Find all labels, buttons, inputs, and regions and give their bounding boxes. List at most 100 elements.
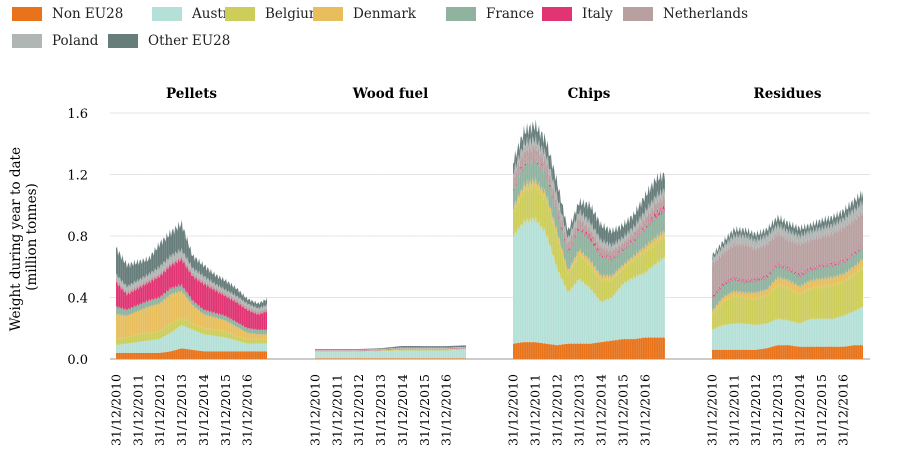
legend-item-other-eu28: Other EU28 <box>108 33 230 49</box>
area-austria <box>116 324 267 354</box>
x-date-label: 31/12/2012 <box>550 374 565 446</box>
area-denmark <box>116 289 267 340</box>
legend-swatch <box>12 34 42 48</box>
legend-item-france: France <box>446 6 534 22</box>
x-date-label: 31/12/2010 <box>505 374 520 446</box>
area-non-eu28 <box>315 358 466 359</box>
legend-item-non-eu28: Non EU28 <box>12 6 123 22</box>
area-belgium <box>712 265 863 331</box>
y-axis-title: Weight during year to date (million tonn… <box>8 143 40 332</box>
y-tick-label: 1.6 <box>67 107 88 122</box>
bar-texture <box>314 113 465 359</box>
x-date-label: 31/12/2011 <box>329 374 344 446</box>
panel-title: Pellets <box>166 86 217 102</box>
area-austria <box>513 216 665 346</box>
legend-swatch <box>152 7 182 21</box>
area-other-eu28 <box>712 190 863 262</box>
legend-label: France <box>486 6 535 22</box>
x-date-label: 31/12/2012 <box>351 374 366 446</box>
panel-title: Wood fuel <box>352 86 429 102</box>
legend-swatch <box>446 7 476 21</box>
x-date-label: 31/12/2010 <box>108 374 123 446</box>
legend-label: Other EU28 <box>148 33 231 49</box>
area-france <box>513 154 665 279</box>
area-france <box>116 283 267 336</box>
legend-swatch <box>225 7 255 21</box>
area-poland <box>712 200 863 267</box>
y-axis: Weight during year to date (million tonn… <box>8 107 88 368</box>
y-tick-label: 0.4 <box>67 292 88 307</box>
legend-item-poland: Poland <box>12 33 98 49</box>
area-netherlands <box>712 209 863 300</box>
area-austria <box>315 349 466 359</box>
x-date-label: 31/12/2010 <box>704 374 719 446</box>
x-date-label: 31/12/2014 <box>792 374 807 446</box>
legend-label: Belgium <box>265 6 322 22</box>
x-date-label: 31/12/2015 <box>616 374 631 446</box>
area-denmark <box>712 258 863 316</box>
area-non-eu28 <box>513 336 665 359</box>
x-date-label: 31/12/2015 <box>218 374 233 446</box>
y-tick-label: 0.8 <box>67 230 88 245</box>
x-date-label: 31/12/2014 <box>395 374 410 446</box>
x-date-label: 31/12/2010 <box>307 374 322 446</box>
area-austria <box>712 306 863 351</box>
legend-label: Denmark <box>353 6 416 22</box>
legend-swatch <box>623 7 653 21</box>
area-netherlands <box>116 253 267 316</box>
x-date-label: 31/12/2011 <box>130 374 145 446</box>
x-date-label: 31/12/2013 <box>770 374 785 446</box>
legend-swatch <box>108 34 138 48</box>
area-non-eu28 <box>116 347 267 359</box>
x-date-label: 31/12/2011 <box>528 374 543 446</box>
legend-item-denmark: Denmark <box>313 6 416 22</box>
area-france <box>712 245 863 313</box>
area-france <box>315 348 466 352</box>
panel-wood-fuel: Wood fuel 31/12/2010 31/12/2011 31/12/2012 3… <box>307 86 466 446</box>
legend-label: Poland <box>52 33 99 49</box>
legend-item-netherlands: Netherlands <box>623 6 748 22</box>
area-non-eu28 <box>712 344 863 359</box>
x-date-label: 31/12/2013 <box>373 374 388 446</box>
x-date-label: 31/12/2016 <box>638 374 653 446</box>
area-belgium <box>513 181 665 303</box>
bar-texture <box>512 113 665 359</box>
y-tick-label: 1.2 <box>67 169 88 184</box>
bar-texture <box>115 113 266 359</box>
legend-swatch <box>12 7 42 21</box>
legend-label: Netherlands <box>663 6 748 22</box>
panel-chips: Chips 31/12/2010 31/12/2011 31/12/2012 31/12… <box>505 86 665 446</box>
x-date-label: 31/12/2015 <box>417 374 432 446</box>
x-date-label: 31/12/2016 <box>836 374 851 446</box>
area-italy <box>315 348 466 351</box>
area-poland <box>116 247 267 313</box>
legend-item-belgium: Belgium <box>225 6 322 22</box>
area-denmark <box>513 176 665 282</box>
y-axis-title-line1: Weight during year to date <box>8 147 24 331</box>
x-date-label: 31/12/2013 <box>174 374 189 446</box>
legend-swatch <box>313 7 343 21</box>
legend-swatch <box>542 7 572 21</box>
panel-title: Chips <box>568 86 611 102</box>
panel-residues: Residues 31/12/2010 31/12/2011 31/12/2012 31… <box>704 86 863 446</box>
x-date-label: 31/12/2012 <box>748 374 763 446</box>
x-date-label: 31/12/2014 <box>196 374 211 446</box>
legend-item-italy: Italy <box>542 6 613 22</box>
bar-texture <box>711 113 862 359</box>
chart-panels: Pellets 31/12/2010 31/12/2011 31/12/2012 31/… <box>108 86 863 446</box>
area-italy <box>116 256 267 331</box>
x-date-label: 31/12/2016 <box>240 374 255 446</box>
x-date-label: 31/12/2016 <box>439 374 454 446</box>
area-belgium <box>116 316 267 346</box>
area-denmark <box>315 348 466 352</box>
legend-label: Non EU28 <box>52 6 124 22</box>
x-date-label: 31/12/2014 <box>594 374 609 446</box>
panel-title: Residues <box>754 86 822 102</box>
area-netherlands <box>315 347 466 351</box>
x-date-label: 31/12/2011 <box>726 374 741 446</box>
y-tick-label: 0.0 <box>67 353 88 368</box>
area-other-eu28 <box>315 345 466 350</box>
x-date-label: 31/12/2013 <box>572 374 587 446</box>
area-belgium <box>315 349 466 353</box>
